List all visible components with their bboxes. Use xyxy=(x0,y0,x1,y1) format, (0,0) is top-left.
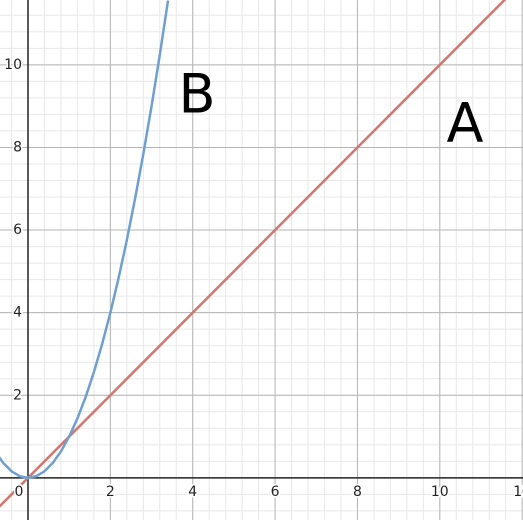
x-tick-label: 8 xyxy=(353,484,362,500)
curve xyxy=(0,0,170,480)
y-tick-label: 10 xyxy=(4,57,22,73)
y-tick-label: 6 xyxy=(13,222,22,238)
y-tick-label: 2 xyxy=(13,387,22,403)
x-tick-label: 4 xyxy=(188,484,197,500)
curve-label: B xyxy=(178,63,215,126)
x-tick-label: 10 xyxy=(431,484,449,500)
y-tick-label: 8 xyxy=(13,139,22,155)
x-tick-label: 6 xyxy=(271,484,280,500)
x-tick-label: 12 xyxy=(513,484,523,500)
x-tick-label: 0 xyxy=(15,484,24,500)
x-tick-label: 2 xyxy=(106,484,115,500)
curve-label: A xyxy=(447,92,484,155)
label-layer: 0 2 4 6 8 10 12 2 4 6 8 10 A B xyxy=(3,55,523,501)
y-tick-label: 4 xyxy=(13,305,22,321)
